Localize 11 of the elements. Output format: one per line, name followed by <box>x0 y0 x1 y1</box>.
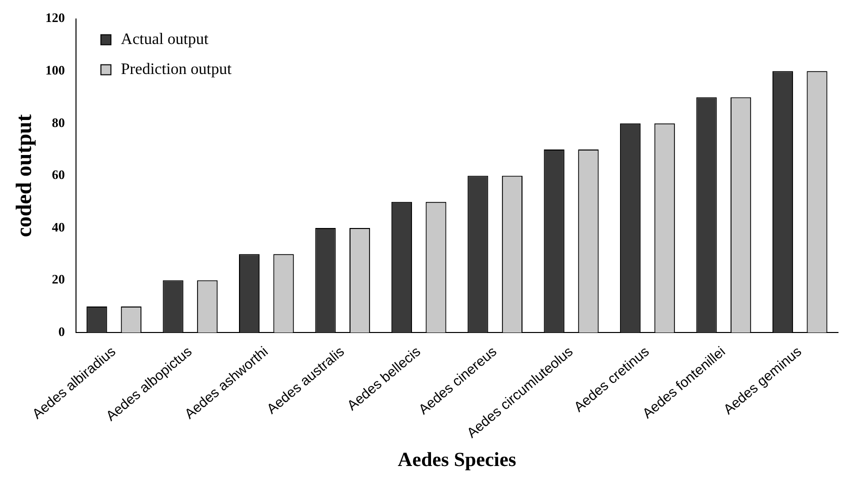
y-tick-label: 20 <box>52 272 65 287</box>
legend-label: Prediction output <box>120 61 232 78</box>
y-tick-label: 80 <box>52 114 65 130</box>
y-tick-label: 60 <box>52 167 65 182</box>
y-tick-label: 120 <box>45 10 65 26</box>
x-axis-title: Aedes Species <box>398 449 516 472</box>
y-tick-label: 0 <box>58 324 65 339</box>
y-axis-title: coded output <box>10 114 36 238</box>
y-tick-label: 100 <box>45 62 65 78</box>
y-tick-label: 40 <box>52 219 65 234</box>
legend-label: Actual output <box>120 31 209 48</box>
